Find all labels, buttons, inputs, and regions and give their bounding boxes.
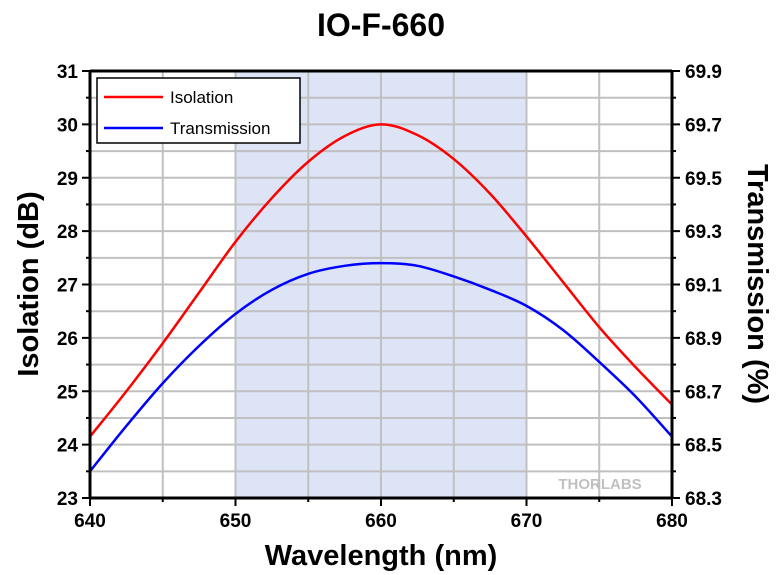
x-tick-label: 670 — [511, 511, 543, 532]
y-tick-label: 29 — [57, 169, 78, 190]
y-tick-label: 31 — [57, 62, 79, 83]
y2-tick-label: 69.5 — [685, 169, 722, 190]
y2-axis-label: Transmission (%) — [741, 164, 773, 404]
legend-label-transmission: Transmission — [170, 119, 270, 138]
y-axis-label: Isolation (dB) — [13, 191, 45, 376]
y-tick-label: 28 — [57, 222, 78, 243]
gridlines — [90, 71, 672, 498]
x-tick-label: 640 — [74, 511, 106, 532]
series-line-transmission — [89, 261, 673, 473]
y2-tick-label: 68.7 — [685, 382, 722, 403]
chart-title: IO-F-660 — [317, 7, 445, 43]
y2-tick-label: 69.9 — [685, 62, 722, 83]
y-tick-label: 26 — [57, 329, 78, 350]
y2-tick-label: 68.9 — [685, 329, 722, 350]
y-tick-label: 25 — [57, 382, 79, 403]
series-lines — [89, 123, 673, 473]
y-tick-label: 27 — [57, 276, 78, 297]
x-tick-label: 650 — [220, 511, 252, 532]
y2-tick-label: 68.3 — [685, 489, 722, 510]
y-tick-label: 30 — [57, 115, 78, 136]
y2-tick-label: 68.5 — [685, 436, 722, 457]
legend-label-isolation: Isolation — [170, 88, 233, 107]
x-tick-label: 680 — [656, 511, 688, 532]
legend: Isolation Transmission — [96, 77, 301, 144]
y2-tick-label: 69.7 — [685, 115, 722, 136]
legend-box — [96, 77, 301, 144]
y2-tick-label: 69.3 — [685, 222, 722, 243]
y2-tick-label: 69.1 — [685, 276, 722, 297]
tick-labels: 640 650 660 670 680 23 24 25 26 27 28 29 30 31 68.3 68.… — [57, 62, 723, 532]
axes — [82, 69, 680, 506]
y-tick-label: 24 — [57, 436, 79, 457]
watermark: THORLABS — [558, 476, 641, 493]
y-tick-label: 23 — [57, 489, 78, 510]
series-line-isolation — [89, 123, 673, 438]
x-axis-label: Wavelength (nm) — [265, 540, 498, 572]
x-tick-label: 660 — [365, 511, 397, 532]
